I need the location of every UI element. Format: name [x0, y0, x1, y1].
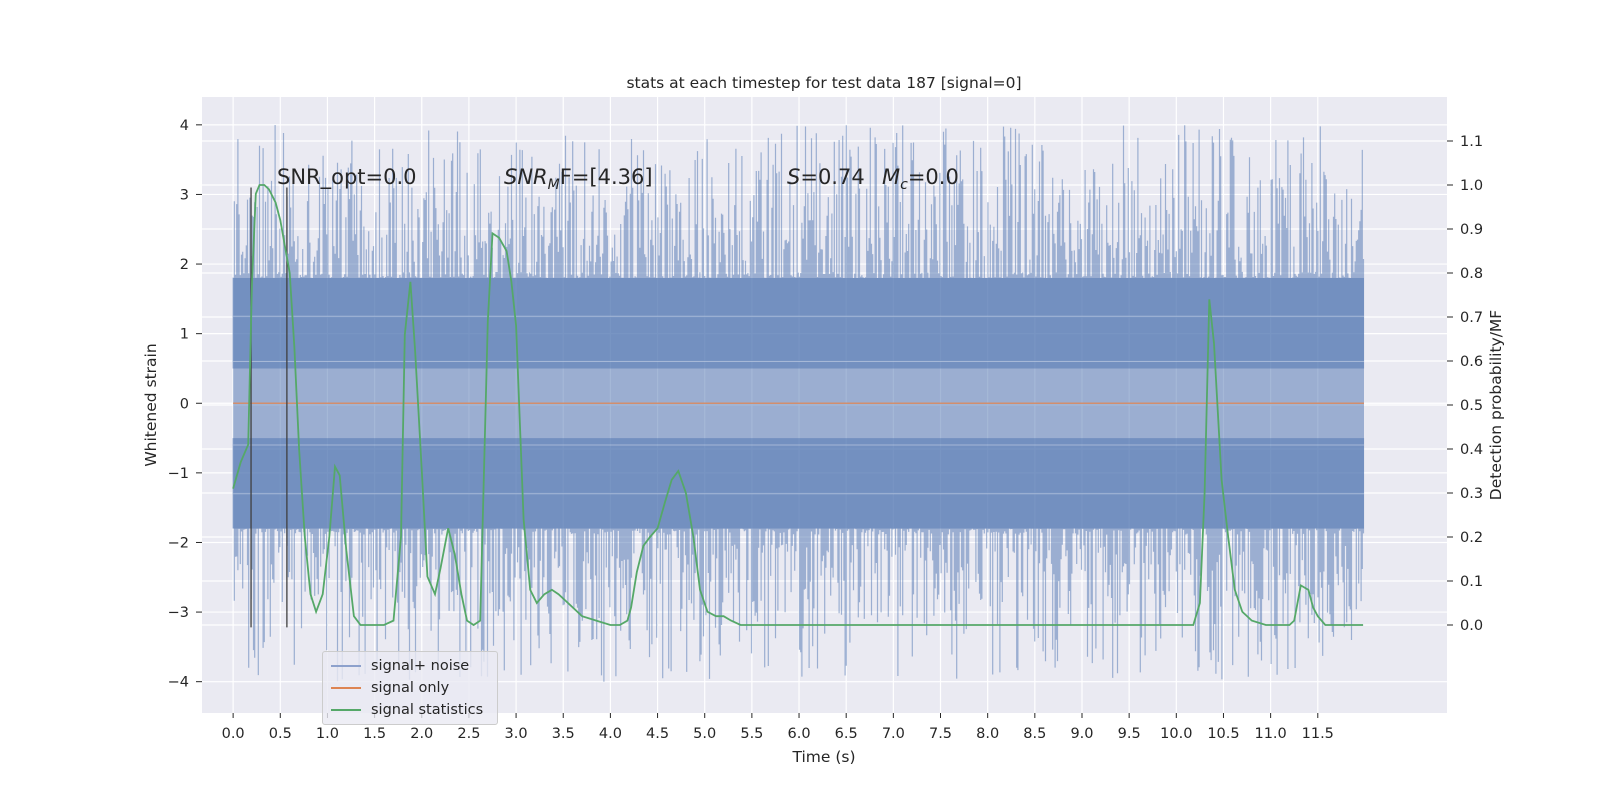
y2-tick-label: 0.9 — [1460, 222, 1483, 238]
legend-item-signal: signal only — [331, 678, 449, 698]
y-tick-label: −1 — [168, 466, 189, 482]
x-tick-label: 4.5 — [646, 726, 669, 742]
y-tick-label: 1 — [180, 327, 189, 343]
y-tick-label: −2 — [168, 535, 189, 551]
mc-value: =0.0 — [908, 165, 959, 189]
y-tick-label: 4 — [180, 118, 189, 134]
x-tick-label: 5.5 — [740, 726, 763, 742]
legend: signal+ noise signal only signal statist… — [322, 651, 498, 725]
noise-spikes-lower — [232, 438, 1365, 682]
chart-title: stats at each timestep for test data 187… — [626, 74, 1021, 92]
y2-tick-label: 0.6 — [1460, 354, 1483, 370]
y2-tick-label: 0.8 — [1460, 266, 1483, 282]
s-value: =0.74 — [800, 165, 864, 189]
x-tick-label: 0.5 — [269, 726, 292, 742]
y-tick-label: −4 — [168, 675, 189, 691]
snr-mf-annotation: SNRMF=[4.36] — [504, 165, 653, 193]
s-label: S — [787, 165, 800, 189]
signal-statistics-line — [232, 184, 1364, 627]
x-tick-label: 11.0 — [1254, 726, 1286, 742]
y2-tick-label: 0.0 — [1460, 618, 1483, 634]
legend-label-signal: signal only — [371, 680, 450, 696]
x-tick-label: 9.5 — [1118, 726, 1141, 742]
x-tick-label: 2.0 — [410, 726, 433, 742]
s-annotation: S=0.74 — [787, 165, 865, 189]
x-tick-label: 5.0 — [693, 726, 716, 742]
noise-spikes-upper — [232, 125, 1365, 369]
mc-label: M — [882, 165, 900, 189]
legend-item-stats: signal statistics — [331, 700, 483, 720]
x-tick-label: 4.0 — [599, 726, 622, 742]
y2-tick-label: 0.2 — [1460, 530, 1483, 546]
y2-tick-label: 0.5 — [1460, 398, 1483, 414]
x-tick-label: 2.5 — [457, 726, 480, 742]
legend-swatch-signal — [331, 687, 361, 689]
legend-swatch-stats — [331, 709, 361, 711]
y2-tick-label: 0.3 — [1460, 486, 1483, 502]
y2-tick-label: 0.7 — [1460, 310, 1483, 326]
snr-opt-annotation: SNR_opt=0.0 — [277, 165, 417, 190]
legend-swatch-noise — [331, 665, 361, 667]
y2-tick-label: 1.0 — [1460, 178, 1483, 194]
y-tick-label: 2 — [180, 257, 189, 273]
snr-mf-value: F=[4.36] — [560, 165, 653, 189]
x-tick-label: 9.0 — [1070, 726, 1093, 742]
x-tick-label: 3.0 — [505, 726, 528, 742]
legend-label-stats: signal statistics — [371, 702, 484, 718]
y-axis-label: Whitened strain — [142, 343, 160, 466]
mc-annotation: Mc=0.0 — [882, 165, 959, 193]
x-axis-ticks: 0.0 0.5 1.0 1.5 2.0 2.5 3.0 3.5 4.0 4.5 5.0 5.5 6.0 6… — [222, 713, 1334, 742]
x-tick-label: 1.0 — [316, 726, 339, 742]
y2-tick-label: 0.1 — [1460, 574, 1483, 590]
x-axis-label: Time (s) — [791, 748, 855, 766]
y-tick-label: 0 — [180, 396, 189, 412]
x-tick-label: 8.5 — [1023, 726, 1046, 742]
y-axis-ticks: 4 3 2 1 0 −1 −2 −3 −4 — [168, 118, 202, 691]
x-tick-label: 10.0 — [1160, 726, 1192, 742]
x-tick-label: 0.0 — [222, 726, 245, 742]
y2-tick-label: 1.1 — [1460, 134, 1483, 150]
y2-axis-ticks: 1.1 1.0 0.9 0.8 0.7 0.6 0.5 0.4 0.3 0.2 0.1 0.0 — [1447, 134, 1483, 634]
x-tick-label: 7.0 — [882, 726, 905, 742]
x-tick-label: 11.5 — [1302, 726, 1334, 742]
snr-mf-subscript: M — [548, 177, 560, 193]
legend-item-noise: signal+ noise — [331, 656, 469, 676]
x-tick-label: 10.5 — [1207, 726, 1239, 742]
x-tick-label: 8.0 — [976, 726, 999, 742]
mc-subscript: c — [900, 177, 908, 193]
x-tick-label: 1.5 — [363, 726, 386, 742]
x-tick-label: 6.0 — [788, 726, 811, 742]
y-tick-label: 3 — [180, 187, 189, 203]
y2-tick-label: 0.4 — [1460, 442, 1483, 458]
x-tick-label: 3.5 — [552, 726, 575, 742]
x-tick-label: 6.5 — [835, 726, 858, 742]
legend-label-noise: signal+ noise — [371, 658, 470, 674]
x-tick-label: 7.5 — [929, 726, 952, 742]
snr-mf-label: SNR — [504, 165, 548, 189]
y-tick-label: −3 — [168, 605, 189, 621]
y2-axis-label: Detection probability/MF — [1487, 310, 1505, 501]
signal-statistics-series — [232, 184, 1364, 627]
